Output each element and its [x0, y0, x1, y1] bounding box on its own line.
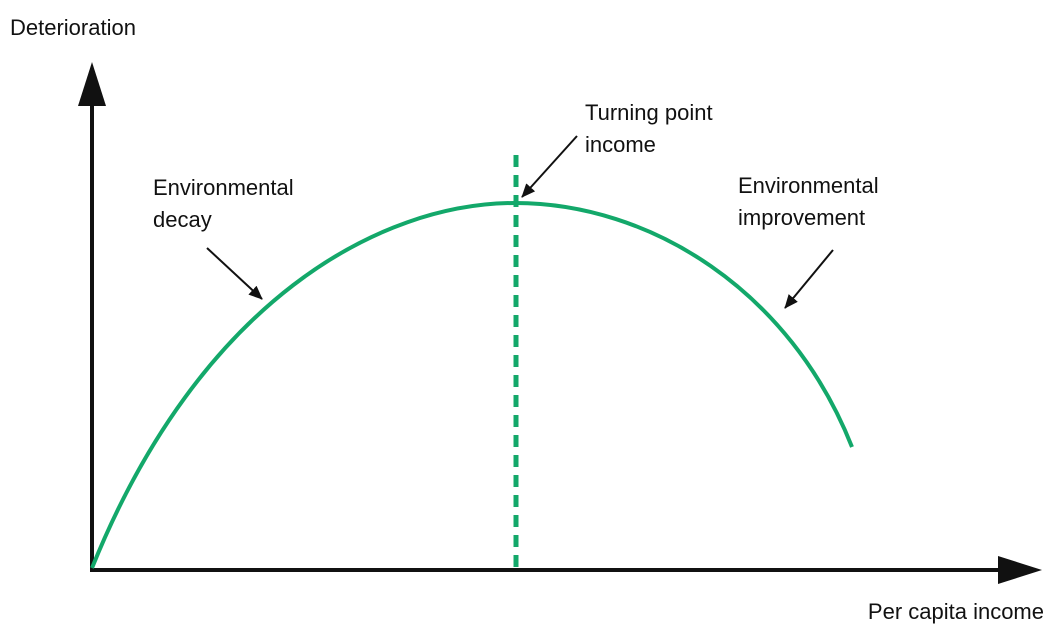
label-line: improvement: [738, 205, 865, 230]
improvement-label: Environmental improvement: [738, 173, 885, 230]
y-axis-arrowhead: [78, 62, 106, 106]
improvement-arrow: [784, 249, 834, 309]
decay-label: Environmental decay: [153, 175, 300, 232]
decay-arrow: [206, 247, 263, 300]
kuznets-curve: [90, 200, 854, 569]
label-line: income: [585, 132, 656, 157]
label-line: Turning point: [585, 100, 713, 125]
turning-point-label: Turning point income: [585, 100, 719, 157]
y-axis-label: Deterioration: [10, 15, 136, 40]
label-line: decay: [153, 207, 212, 232]
label-line: Environmental: [153, 175, 294, 200]
label-line: Environmental: [738, 173, 879, 198]
turning-point-arrow: [521, 135, 578, 198]
x-axis-label: Per capita income: [868, 599, 1044, 624]
x-axis-arrowhead: [998, 556, 1042, 584]
